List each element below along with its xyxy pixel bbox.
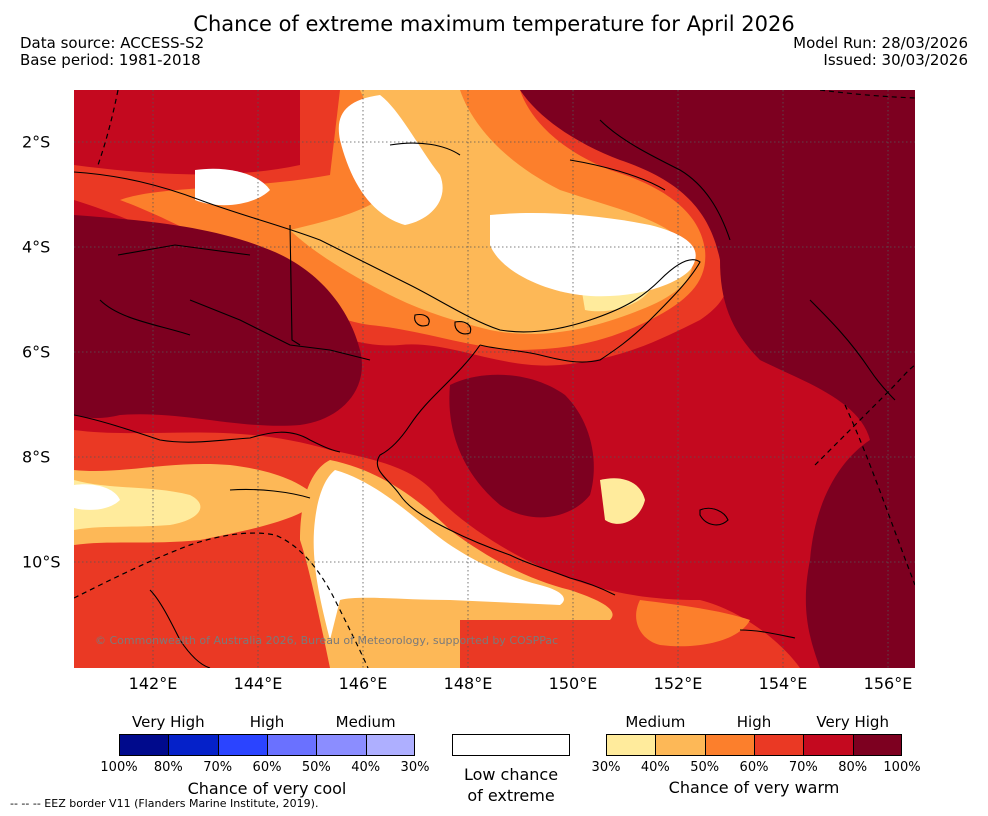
longitude-tick-label: 152°E [653,674,703,693]
legend-cool-swatch [119,734,169,756]
field-50-60-southeast [636,600,750,647]
legend-warm-swatch [704,734,755,756]
low-chance-north-small [195,168,270,206]
meta-left: Data source: ACCESS-S2 Base period: 1981… [20,35,204,69]
longitude-tick-label: 150°E [548,674,598,693]
longitude-tick-label: 146°E [338,674,388,693]
latitude-tick-label: 10°S [22,552,61,572]
legend-warm-category-label: Very High [816,713,889,731]
legend-cool-category-label: Medium [335,713,396,731]
legend-warm-percent-label: 30% [591,760,621,775]
legend-low-chance-line2: of extreme [467,786,555,805]
legend-warm-percent-label: 100% [883,760,921,775]
legend-cool-swatch [316,734,367,756]
legend-cool-percent-label: 60% [252,760,282,775]
latitude-tick-label: 4°S [22,237,51,257]
legend-warm-swatch [754,734,804,756]
longitude-tick-label: 156°E [863,674,913,693]
longitude-tick-label: 154°E [758,674,808,693]
legend-cool-title: Chance of very cool [187,779,347,798]
legend-cool-percent-label: 70% [203,760,233,775]
eez-borders [74,90,915,668]
legend-warm-percent-label: 60% [739,760,769,775]
legend-warm-swatch [655,734,706,756]
field-80-100-east [520,90,915,668]
legend-cool-percent-label: 30% [400,760,430,775]
longitude-tick-label: 148°E [443,674,493,693]
latitude-tick-label: 6°S [22,342,51,362]
legend-cool-swatch [267,734,317,756]
eez-border-note: -- -- -- EEZ border V11 (Flanders Marine… [10,797,319,810]
legend-cool-swatch [168,734,219,756]
legend-warm-swatch [606,734,656,756]
legend-cool-swatch [365,734,416,756]
model-run-text: Model Run: 28/03/2026 [793,34,968,52]
legend-low-chance-label: Low chance of extreme [440,764,582,806]
legend-warm-category-label: Medium [625,713,686,731]
latitude-tick-label: 2°S [22,132,51,152]
data-source-text: Data source: ACCESS-S2 [20,34,205,52]
base-period-text: Base period: 1981-2018 [20,51,201,69]
meta-right: Model Run: 28/03/2026 Issued: 30/03/2026 [793,35,968,69]
longitude-tick-label: 144°E [233,674,283,693]
field-80-100-central [449,374,594,518]
legend-low-chance-swatch [452,734,570,756]
legend-cool-percent-label: 50% [301,760,331,775]
latitude-tick-label: 8°S [22,447,51,467]
coastlines [74,119,896,668]
copyright-credit: © Commonwealth of Australia 2026, Bureau… [95,634,559,647]
low-chance-north-east [490,213,696,297]
gridlines [74,90,915,668]
legend-cool-percent-label: 80% [153,760,183,775]
legend-warm-percent-label: 70% [788,760,818,775]
legend-warm-percent-label: 50% [690,760,720,775]
probability-field [74,90,915,668]
legend-warm-percent-label: 80% [838,760,868,775]
legend-cool-swatch [217,734,268,756]
legend-cool-percent-label: 100% [100,760,138,775]
legend-cool-percent-label: 40% [351,760,381,775]
legend-cool-category-label: Very High [132,713,205,731]
field-30-40-east [600,478,645,524]
legend-low-chance-line1: Low chance [463,765,559,784]
low-chance-south [313,470,564,640]
map-title: Chance of extreme maximum temperature fo… [193,12,795,36]
legend-warm-percent-label: 40% [640,760,670,775]
issued-text: Issued: 30/03/2026 [823,51,968,69]
low-chance-southwest [74,484,120,510]
longitude-tick-label: 142°E [128,674,178,693]
legend-cool-category-label: High [249,713,285,731]
field-80-100-west [74,215,362,426]
legend-warm-category-label: High [736,713,772,731]
low-chance-north-west [338,95,443,225]
legend-warm-swatch [803,734,854,756]
legend-warm-swatch [852,734,903,756]
legend-warm-title: Chance of very warm [668,778,840,797]
